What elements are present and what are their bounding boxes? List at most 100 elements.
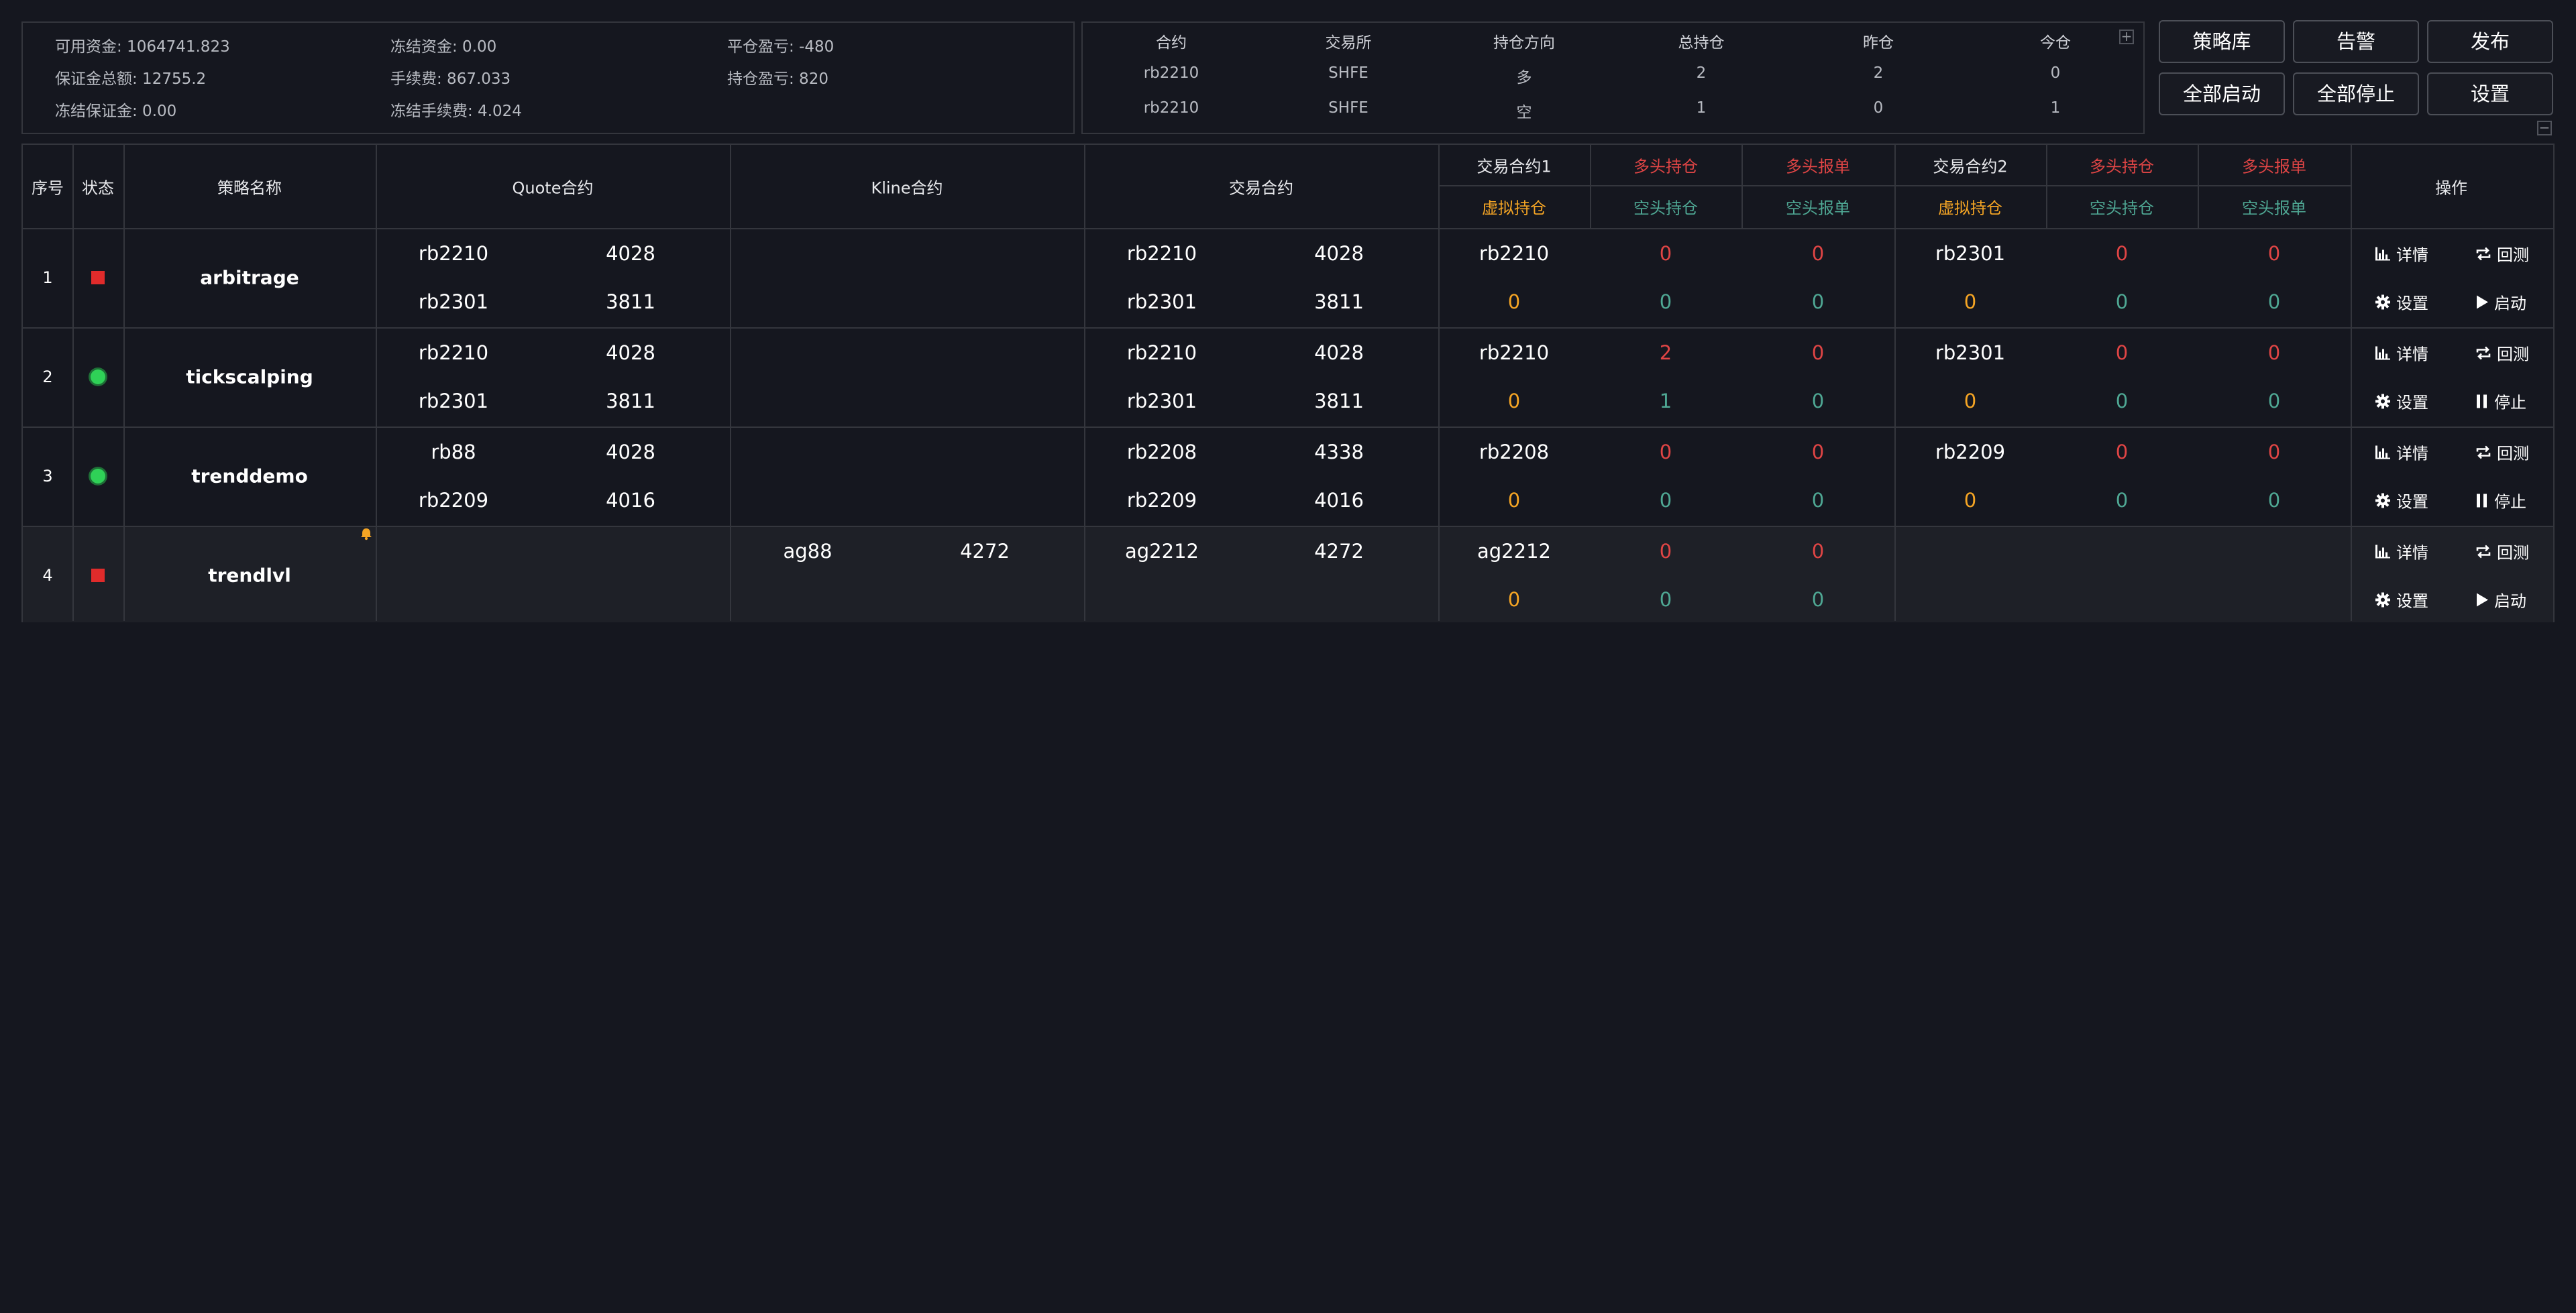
quote-price: 3811 <box>606 390 655 412</box>
detail-button[interactable]: 详情 <box>2375 242 2428 266</box>
backtest-button[interactable]: 回测 <box>2475 341 2529 365</box>
settings-button[interactable]: 设置 <box>2427 72 2553 115</box>
settings-row-button[interactable]: 设置 <box>2375 588 2428 612</box>
available-funds: 可用资金: 1064741.823 <box>55 38 230 56</box>
row-divider <box>23 228 2553 229</box>
trade-price: 4272 <box>1314 540 1364 563</box>
strategy-name[interactable]: trendlvl <box>208 564 291 587</box>
backtest-label: 回测 <box>2497 543 2529 563</box>
collapse-button[interactable]: − <box>2537 121 2552 135</box>
detail-label: 详情 <box>2396 245 2428 265</box>
t1-symbol: rb2210 <box>1479 341 1550 364</box>
trade-price: 4338 <box>1314 441 1364 463</box>
t1-long-pos: 2 <box>1659 341 1672 364</box>
header-name: 策略名称 <box>217 178 282 198</box>
col-divider <box>376 145 377 621</box>
stop-button[interactable]: 停止 <box>2475 489 2526 512</box>
t1-short-order: 0 <box>1811 588 1825 611</box>
detail-button[interactable]: 详情 <box>2375 441 2428 464</box>
gear-icon <box>2375 294 2390 309</box>
row-divider <box>23 526 2553 527</box>
quote-price: 4028 <box>606 341 655 364</box>
backtest-button[interactable]: 回测 <box>2475 540 2529 563</box>
backtest-label: 回测 <box>2497 245 2529 265</box>
settings-row-button[interactable]: 设置 <box>2375 290 2428 314</box>
stop-button[interactable]: 停止 <box>2475 390 2526 413</box>
strategy-name[interactable]: tickscalping <box>186 365 313 388</box>
bar-chart-icon <box>2375 445 2390 459</box>
trade-symbol: rb2301 <box>1126 390 1197 412</box>
t1-long-pos: 0 <box>1659 242 1672 265</box>
strategy-table: 序号 状态 策略名称 Quote合约 Kline合约 交易合约 交易合约1 多头… <box>21 144 2555 622</box>
settings-label: 设置 <box>2396 294 2428 313</box>
trade-symbol: rb2301 <box>1126 290 1197 313</box>
t1-virtual: 0 <box>1507 290 1521 313</box>
settings-row-button[interactable]: 设置 <box>2375 390 2428 413</box>
header-long-order1: 多头报单 <box>1786 157 1850 176</box>
t1-long-order: 0 <box>1811 242 1825 265</box>
close-pnl: 平仓盈亏: -480 <box>727 38 835 56</box>
col-divider <box>1894 145 1896 621</box>
detail-button[interactable]: 详情 <box>2375 341 2428 365</box>
pos-cell: 1 <box>2050 99 2061 117</box>
backtest-button[interactable]: 回测 <box>2475 242 2529 266</box>
header-kline: Kline合约 <box>871 178 943 198</box>
frozen-margin: 冻结保证金: 0.00 <box>55 103 177 120</box>
trade-price: 4028 <box>1314 341 1364 364</box>
backtest-label: 回测 <box>2497 345 2529 364</box>
start-button[interactable]: 启动 <box>2475 588 2526 612</box>
trade-price: 3811 <box>1314 390 1364 412</box>
t1-long-pos: 0 <box>1659 540 1672 563</box>
pos-cell: 多 <box>1516 69 1532 87</box>
quote-symbol: rb88 <box>431 441 476 463</box>
t2-virtual: 0 <box>1964 489 1977 512</box>
status-stopped-icon <box>91 271 105 284</box>
expand-positions-button[interactable]: + <box>2119 30 2134 44</box>
alert-button[interactable]: 告警 <box>2293 20 2419 63</box>
strategy-library-button[interactable]: 策略库 <box>2159 20 2285 63</box>
publish-button[interactable]: 发布 <box>2427 20 2553 63</box>
status-stopped-icon <box>91 569 105 582</box>
header-virtual1: 虚拟持仓 <box>1482 198 1546 218</box>
trade-price: 3811 <box>1314 290 1364 313</box>
t2-symbol: rb2301 <box>1935 242 2006 265</box>
repeat-icon <box>2476 445 2491 459</box>
toggle-label: 启动 <box>2494 591 2526 611</box>
start-all-button[interactable]: 全部启动 <box>2159 72 2285 115</box>
pos-cell: SHFE <box>1328 99 1368 117</box>
start-button[interactable]: 启动 <box>2475 290 2526 314</box>
header-short-pos2: 空头持仓 <box>2090 198 2154 218</box>
quote-symbol: rb2209 <box>418 489 489 512</box>
repeat-icon <box>2476 346 2491 359</box>
col-divider <box>2046 145 2047 228</box>
header-status: 状态 <box>82 178 114 198</box>
pos-header-direction: 持仓方向 <box>1493 34 1555 52</box>
quote-symbol: rb2301 <box>418 290 489 313</box>
t1-short-order: 0 <box>1811 489 1825 512</box>
t2-virtual: 0 <box>1964 290 1977 313</box>
account-panel: 可用资金: 1064741.823 冻结资金: 0.00 平仓盈亏: -480 … <box>21 21 1075 134</box>
trade-price: 4016 <box>1314 489 1364 512</box>
bell-icon[interactable] <box>360 527 373 543</box>
toggle-label: 停止 <box>2494 393 2526 412</box>
strategy-name[interactable]: trenddemo <box>191 465 308 488</box>
header-quote: Quote合约 <box>512 178 594 198</box>
settings-row-button[interactable]: 设置 <box>2375 489 2428 512</box>
stop-all-button[interactable]: 全部停止 <box>2293 72 2419 115</box>
trade-symbol: ag2212 <box>1125 540 1199 563</box>
t1-long-order: 0 <box>1811 540 1825 563</box>
header-long-pos1: 多头持仓 <box>1633 157 1698 176</box>
detail-button[interactable]: 详情 <box>2375 540 2428 563</box>
bar-chart-icon <box>2375 346 2390 359</box>
t1-short-order: 0 <box>1811 290 1825 313</box>
col-divider <box>1438 145 1440 621</box>
margin-total: 保证金总额: 12755.2 <box>55 70 207 88</box>
t2-long-pos: 0 <box>2115 242 2129 265</box>
header-ops: 操作 <box>2435 178 2467 198</box>
header-trade: 交易合约 <box>1229 178 1293 198</box>
t1-short-pos: 0 <box>1659 489 1672 512</box>
repeat-icon <box>2476 545 2491 558</box>
backtest-button[interactable]: 回测 <box>2475 441 2529 464</box>
strategy-name[interactable]: arbitrage <box>200 266 299 289</box>
t2-short-pos: 0 <box>2115 390 2129 412</box>
